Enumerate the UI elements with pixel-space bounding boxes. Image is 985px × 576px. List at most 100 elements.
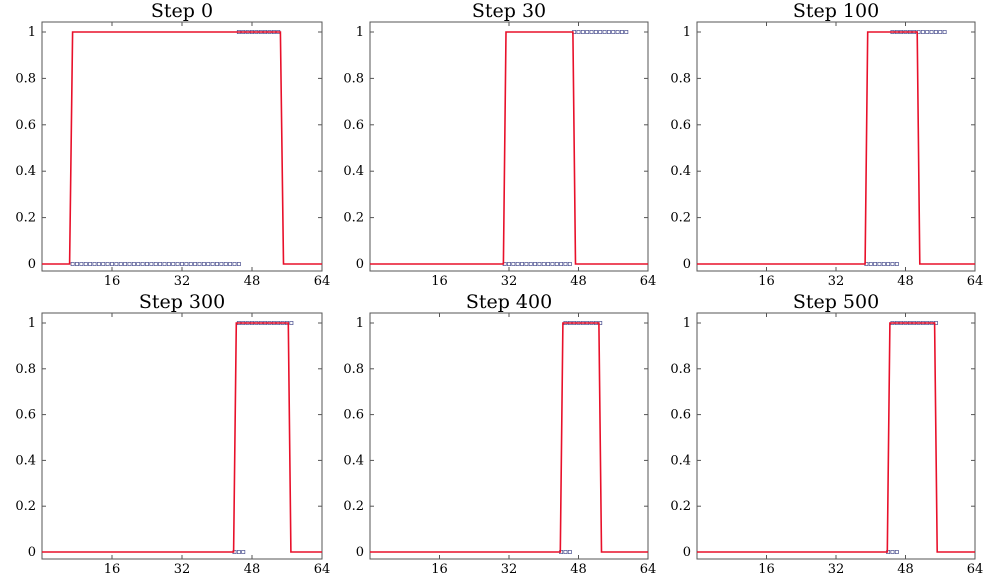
data-point-marker <box>877 262 882 266</box>
data-point-marker <box>515 262 520 266</box>
data-point-marker <box>873 262 878 266</box>
data-point-marker <box>79 262 84 266</box>
series-line <box>42 322 322 553</box>
y-tick-label: 0.2 <box>343 211 364 226</box>
panel-title: Step 300 <box>139 291 225 313</box>
data-point-marker <box>96 262 101 266</box>
data-point-marker <box>105 262 110 266</box>
data-point-marker <box>938 30 943 34</box>
series-line <box>697 322 975 553</box>
data-point-marker <box>576 30 581 34</box>
panel-title: Step 100 <box>793 0 879 22</box>
data-point-marker <box>215 262 219 266</box>
y-tick-label: 0.8 <box>670 362 691 377</box>
x-tick-label: 64 <box>640 274 657 289</box>
data-point-marker <box>158 262 163 266</box>
data-point-marker <box>554 262 559 266</box>
x-tick-label: 48 <box>897 562 914 576</box>
x-tick-label: 48 <box>897 274 914 289</box>
data-point-marker <box>537 262 542 266</box>
y-tick-label: 0.2 <box>343 499 364 514</box>
data-point-marker <box>75 262 79 266</box>
x-tick-label: 16 <box>431 562 448 576</box>
x-tick-label: 16 <box>431 274 448 289</box>
y-tick-label: 0.4 <box>343 164 364 179</box>
y-tick-label: 0.4 <box>670 453 691 468</box>
x-tick-label: 16 <box>758 562 775 576</box>
data-point-marker <box>153 262 158 266</box>
data-point-marker <box>184 262 189 266</box>
data-point-marker <box>563 550 568 554</box>
x-tick-label: 32 <box>174 274 191 289</box>
data-point-marker <box>598 30 603 34</box>
y-tick-label: 1 <box>28 25 36 40</box>
y-tick-label: 0.4 <box>15 164 36 179</box>
data-point-marker <box>210 262 215 266</box>
y-tick-label: 0 <box>28 257 36 272</box>
data-point-marker <box>188 262 193 266</box>
x-tick-label: 64 <box>314 562 331 576</box>
x-tick-label: 64 <box>314 274 331 289</box>
panel-title: Step 30 <box>472 0 546 22</box>
y-tick-label: 0.6 <box>343 408 364 423</box>
data-point-marker <box>894 550 899 554</box>
data-point-marker <box>881 262 886 266</box>
data-point-marker <box>567 550 572 554</box>
y-tick-label: 0 <box>683 257 691 272</box>
data-point-marker <box>593 30 598 34</box>
x-tick-label: 64 <box>967 274 984 289</box>
data-point-marker <box>589 30 594 34</box>
x-tick-label: 32 <box>828 562 845 576</box>
series-line <box>370 31 648 265</box>
data-point-marker <box>140 262 145 266</box>
data-point-marker <box>524 262 529 266</box>
data-point-marker <box>559 262 564 266</box>
y-tick-label: 0.4 <box>15 453 36 468</box>
x-tick-label: 48 <box>244 274 261 289</box>
plot-frame <box>696 21 976 272</box>
data-point-marker <box>602 30 607 34</box>
data-point-marker <box>201 262 206 266</box>
x-tick-label: 32 <box>828 274 845 289</box>
data-point-marker <box>606 30 611 34</box>
data-point-marker <box>83 262 88 266</box>
y-tick-label: 0.6 <box>670 408 691 423</box>
x-tick-label: 48 <box>570 274 587 289</box>
data-point-marker <box>70 262 75 266</box>
data-point-marker <box>171 262 176 266</box>
y-tick-label: 0.8 <box>670 71 691 86</box>
plot-frame <box>369 21 649 272</box>
data-point-marker <box>942 30 947 34</box>
data-point-marker <box>520 262 524 266</box>
data-point-marker <box>193 262 198 266</box>
data-point-marker <box>206 262 211 266</box>
data-point-marker <box>546 262 551 266</box>
x-tick-label: 48 <box>244 562 261 576</box>
data-point-marker <box>136 262 141 266</box>
chart-panel-4: Step 400 0 0.2 0.4 0.6 0.8 1 16 32 48 64 <box>343 291 656 576</box>
data-point-marker <box>933 30 938 34</box>
y-tick-label: 0.6 <box>343 118 364 133</box>
data-point-marker <box>624 30 629 34</box>
data-point-marker <box>541 262 546 266</box>
y-tick-label: 0.8 <box>15 362 36 377</box>
chart-panel-2: Step 100 0 0.2 0.4 0.6 0.8 1 16 32 48 64 <box>670 0 983 289</box>
y-tick-label: 0.4 <box>343 453 364 468</box>
data-point-marker <box>180 262 184 266</box>
chart-panel-3: Step 300 0 0.2 0.4 0.6 0.8 1 16 32 48 64 <box>15 291 330 576</box>
data-point-marker <box>567 262 572 266</box>
data-point-marker <box>585 30 590 34</box>
data-point-marker <box>550 262 555 266</box>
x-tick-label: 16 <box>104 274 121 289</box>
data-point-marker <box>890 550 895 554</box>
x-tick-label: 48 <box>570 562 587 576</box>
data-point-marker <box>533 262 538 266</box>
x-tick-label: 32 <box>501 274 518 289</box>
data-point-marker <box>894 262 899 266</box>
data-point-marker <box>886 262 891 266</box>
data-point-marker <box>110 262 114 266</box>
data-point-marker <box>920 30 925 34</box>
data-point-marker <box>615 30 620 34</box>
y-tick-label: 0 <box>683 545 691 560</box>
